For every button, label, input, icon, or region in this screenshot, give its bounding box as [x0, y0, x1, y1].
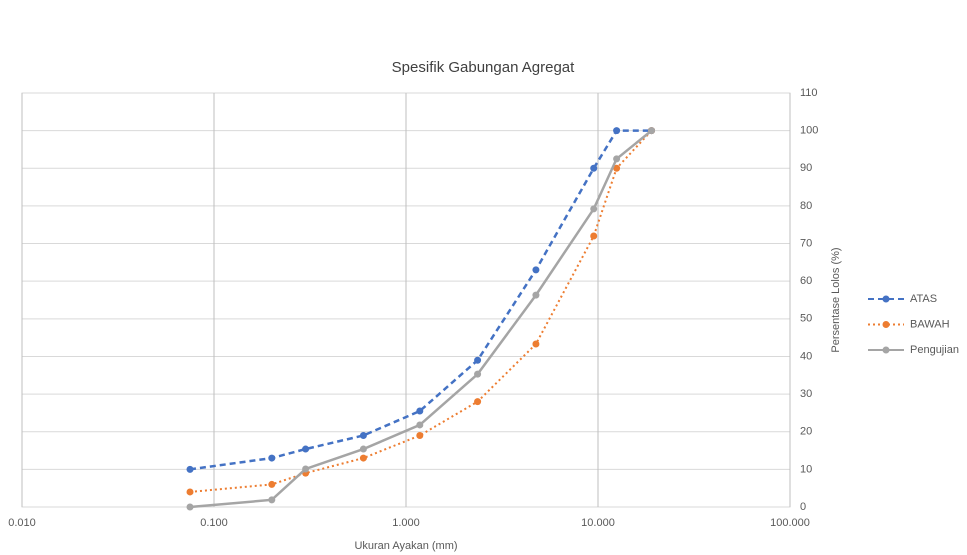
y-tick-label: 90 [800, 162, 812, 174]
data-point [187, 488, 194, 495]
data-point [416, 421, 423, 428]
data-point [474, 398, 481, 405]
x-tick-label: 1.000 [392, 517, 420, 529]
data-point [302, 465, 309, 472]
data-point [613, 127, 620, 134]
x-axis-label: Ukuran Ayakan (mm) [354, 540, 457, 552]
y-tick-label: 10 [800, 463, 812, 475]
y-tick-label: 0 [800, 501, 806, 513]
data-point [532, 292, 539, 299]
data-point [268, 455, 275, 462]
legend-label: BAWAH [910, 318, 950, 330]
y-tick-label: 70 [800, 237, 812, 249]
data-point [360, 455, 367, 462]
y-tick-label: 60 [800, 275, 812, 287]
data-point [416, 408, 423, 415]
y-tick-label: 20 [800, 426, 812, 438]
x-tick-label: 0.100 [200, 517, 228, 529]
data-point [302, 446, 309, 453]
data-point [187, 466, 194, 473]
y-tick-label: 80 [800, 200, 812, 212]
y-tick-label: 100 [800, 125, 818, 137]
legend-marker [883, 296, 890, 303]
x-tick-label: 0.010 [8, 517, 36, 529]
chart: Spesifik Gabungan Agregat Ukuran Ayakan … [0, 0, 967, 555]
y-tick-label: 40 [800, 350, 812, 362]
data-point [360, 432, 367, 439]
data-point [268, 481, 275, 488]
legend-marker [883, 347, 890, 354]
x-tick-label: 10.000 [581, 517, 615, 529]
data-point [590, 205, 597, 212]
page: Spesifik Gabungan Agregat Ukuran Ayakan … [0, 0, 967, 555]
data-point [474, 371, 481, 378]
legend-label: ATAS [910, 293, 937, 305]
data-point [648, 127, 655, 134]
series-line [190, 131, 652, 470]
data-point [360, 446, 367, 453]
data-point [187, 504, 194, 511]
data-point [474, 357, 481, 364]
y-tick-label: 110 [800, 87, 818, 99]
data-point [532, 266, 539, 273]
data-point [416, 432, 423, 439]
data-point [613, 155, 620, 162]
data-point [532, 341, 539, 348]
chart-title: Spesifik Gabungan Agregat [392, 59, 575, 76]
legend-marker [883, 321, 890, 328]
y-tick-label: 50 [800, 313, 812, 325]
data-point [590, 233, 597, 240]
y-axis-label: Persentase Lolos (%) [830, 247, 842, 352]
x-tick-label: 100.000 [770, 517, 810, 529]
y-tick-label: 30 [800, 388, 812, 400]
data-point [268, 496, 275, 503]
legend-label: Pengujian [910, 344, 959, 356]
data-point [590, 165, 597, 172]
